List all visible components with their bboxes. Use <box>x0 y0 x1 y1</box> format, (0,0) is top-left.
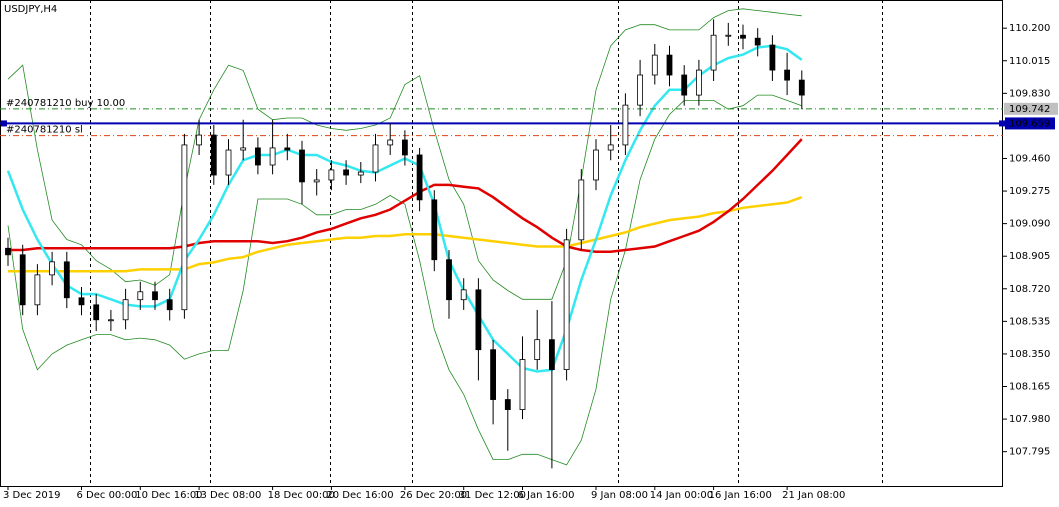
candle-body <box>666 54 673 76</box>
y-tick-label: 109.090 <box>1009 219 1050 230</box>
y-tick-label: 108.720 <box>1009 284 1050 295</box>
x-tick-label: 16 Jan 16:00 <box>709 490 772 501</box>
candle-body <box>401 139 408 156</box>
candle-body <box>254 147 261 166</box>
y-tick-label: 107.980 <box>1009 414 1050 425</box>
y-tick-label: 110.200 <box>1009 23 1050 34</box>
candle-body <box>313 179 320 183</box>
candle-body <box>122 299 129 321</box>
candle-body <box>651 54 658 76</box>
x-tick-label: 20 Dec 16:00 <box>326 490 393 501</box>
bid-price-label: 109.659 <box>1009 118 1050 129</box>
candle-body <box>740 34 746 39</box>
plot-frame <box>0 0 1003 487</box>
y-tick-label: 108.165 <box>1009 382 1050 393</box>
candle-body <box>681 74 688 96</box>
order-label: #240781210 buy 10.00 <box>6 98 125 109</box>
candle-body <box>725 34 732 37</box>
candle-body <box>563 239 570 371</box>
x-tick-label: 3 Dec 2019 <box>3 490 61 501</box>
x-tick-label: 14 Jan 00:00 <box>650 490 713 501</box>
y-tick-label: 108.905 <box>1009 251 1050 262</box>
candle-body <box>710 34 717 71</box>
candle-body <box>210 134 217 176</box>
candle-body <box>769 44 776 71</box>
x-tick-label: 21 Jan 08:00 <box>782 490 845 501</box>
candle-body <box>372 144 379 173</box>
candle-body <box>240 147 247 151</box>
y-tick-label: 109.275 <box>1009 186 1050 197</box>
candle-body <box>784 69 790 81</box>
indicator-line <box>8 196 803 273</box>
candle-body <box>343 169 350 176</box>
bid-marker <box>999 120 1005 127</box>
y-tick-label: 107.795 <box>1009 447 1050 458</box>
candle-body <box>93 304 100 321</box>
candle-body <box>431 199 438 261</box>
x-tick-label: 10 Dec 16:00 <box>135 490 202 501</box>
candle-body <box>593 149 599 181</box>
candle-body <box>534 339 541 360</box>
bid-marker <box>1 120 7 127</box>
candle-body <box>49 261 55 276</box>
candle-body <box>137 291 144 301</box>
candle-body <box>269 147 276 166</box>
candle-body <box>416 154 423 201</box>
chart-title: USDJPY,H4 <box>4 4 57 15</box>
candle-body <box>387 139 394 146</box>
candle-body <box>78 297 85 306</box>
candle-body <box>490 349 497 400</box>
candle-body <box>34 274 41 306</box>
candle-body <box>19 254 26 306</box>
candle-body <box>166 299 173 311</box>
candle-body <box>152 291 158 301</box>
x-tick-label: 6 Jan 16:00 <box>518 490 575 501</box>
candle-body <box>622 104 629 146</box>
candle-body <box>504 399 511 410</box>
y-tick-label: 110.015 <box>1009 56 1050 67</box>
x-tick-label: 26 Dec 20:00 <box>400 490 467 501</box>
indicator-line <box>7 8 802 300</box>
candle-body <box>5 247 11 256</box>
y-tick-label: 109.460 <box>1009 153 1050 164</box>
x-tick-label: 6 Dec 00:00 <box>77 490 138 501</box>
candle-body <box>299 149 305 183</box>
y-tick-label: 109.830 <box>1009 88 1050 99</box>
candle-body <box>475 289 482 351</box>
candle-body <box>798 79 805 96</box>
candle-body <box>284 147 291 151</box>
candle-body <box>637 74 643 106</box>
indicator-line <box>8 138 803 254</box>
candle-body <box>108 319 114 322</box>
candle-body <box>328 169 335 181</box>
order-price-box <box>1004 102 1058 115</box>
candle-body <box>446 259 452 301</box>
order-price-label: 109.742 <box>1009 104 1050 115</box>
x-tick-label: 31 Dec 12:00 <box>459 490 526 501</box>
candle-body <box>578 179 585 241</box>
y-tick-label: 108.350 <box>1009 349 1050 360</box>
candle-body <box>63 261 70 299</box>
x-tick-label: 13 Dec 08:00 <box>194 490 261 501</box>
candle-body <box>196 134 203 146</box>
x-tick-label: 9 Jan 08:00 <box>591 490 648 501</box>
x-tick-label: 18 Dec 00:00 <box>268 490 335 501</box>
candle-body <box>460 289 467 301</box>
candle-body <box>181 144 188 311</box>
bid-price-box <box>1005 117 1055 130</box>
candle-body <box>519 359 526 410</box>
candle-body <box>607 144 614 151</box>
candle-body <box>754 37 761 46</box>
candle-body <box>357 171 364 176</box>
candle-body <box>696 69 702 96</box>
y-tick-label: 108.535 <box>1009 316 1050 327</box>
indicator-line <box>7 94 802 466</box>
candle-body <box>225 149 232 176</box>
candle-body <box>549 339 555 371</box>
order-label: #240781210 sl <box>6 125 83 136</box>
